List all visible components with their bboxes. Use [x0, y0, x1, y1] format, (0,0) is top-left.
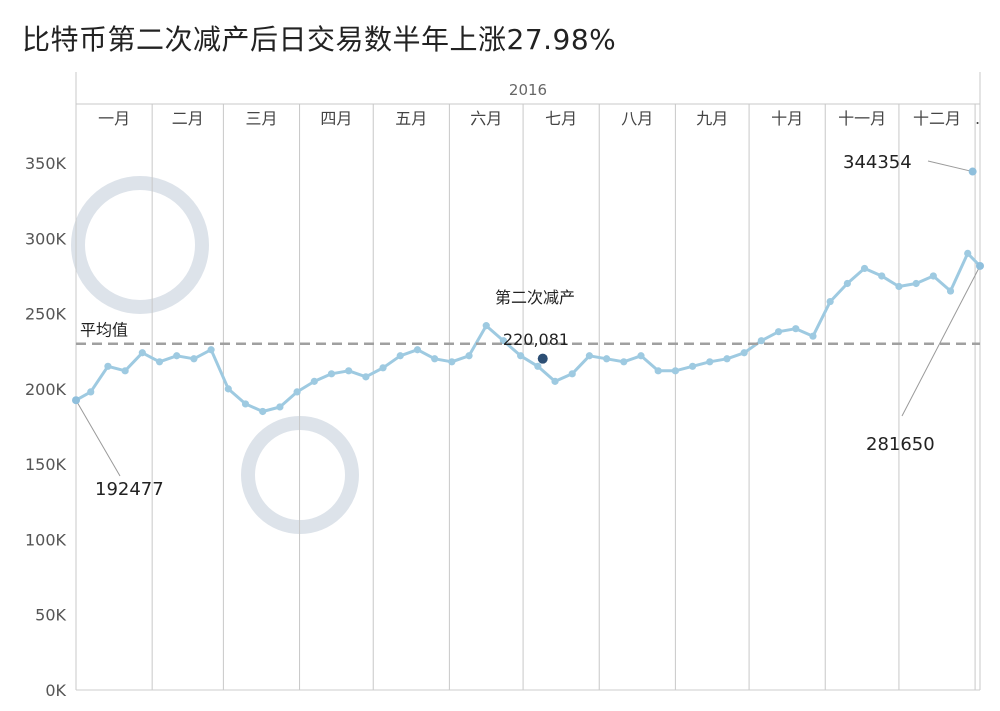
annotation-leader — [75, 399, 121, 477]
data-point — [207, 346, 215, 354]
data-point — [224, 385, 232, 393]
data-point — [826, 297, 834, 306]
data-point — [293, 388, 301, 396]
data-point — [241, 400, 250, 408]
data-point — [259, 407, 267, 416]
y-tick-label: 250K — [25, 305, 67, 324]
annotation-label: 344354 — [843, 152, 912, 173]
data-point — [809, 332, 817, 340]
y-tick-label: 0K — [45, 681, 66, 700]
month-grid — [75, 72, 981, 691]
halving-value-label: 220,081 — [503, 330, 569, 349]
series-layer — [72, 249, 984, 416]
data-point — [620, 358, 628, 366]
month-label: 七月 — [545, 109, 577, 128]
month-label: 八月 — [621, 109, 653, 128]
data-point — [551, 377, 559, 385]
annotation-leader — [927, 160, 973, 173]
month-label: 六月 — [470, 109, 502, 128]
data-point — [87, 388, 95, 396]
annotation-label: 192477 — [95, 479, 164, 500]
month-label: 二月 — [172, 109, 204, 128]
data-point — [671, 367, 679, 375]
data-point — [517, 352, 525, 360]
data-point — [688, 362, 697, 370]
data-point — [740, 349, 748, 357]
data-point — [706, 358, 714, 366]
annotation-point — [976, 261, 984, 270]
annotation-leader — [901, 265, 981, 417]
data-point — [895, 282, 903, 291]
data-point — [757, 337, 765, 345]
data-point — [276, 403, 284, 411]
data-point — [121, 367, 129, 375]
data-point — [190, 355, 198, 363]
data-point — [534, 362, 542, 370]
month-label: 三月 — [245, 109, 277, 128]
year-label: 2016 — [509, 81, 547, 99]
data-point — [310, 377, 318, 385]
data-point — [413, 346, 422, 354]
month-label: 九月 — [696, 109, 728, 128]
data-point — [104, 362, 112, 370]
y-tick-label: 300K — [25, 229, 67, 248]
data-point — [603, 355, 611, 363]
data-point — [654, 367, 662, 375]
series-line — [75, 251, 982, 413]
data-point — [723, 355, 731, 363]
data-point — [362, 373, 370, 381]
chart-title: 比特币第二次减产后日交易数半年上涨27.98% — [22, 23, 617, 56]
y-tick-label: 200K — [25, 380, 67, 399]
data-point — [465, 352, 473, 360]
month-label: . — [975, 109, 980, 128]
data-point — [792, 325, 800, 333]
data-point — [843, 279, 851, 288]
data-point — [878, 272, 886, 280]
y-tick-label: 100K — [25, 530, 67, 549]
data-point — [568, 370, 576, 378]
month-label: 十一月 — [838, 109, 886, 128]
month-label: 十月 — [771, 109, 803, 128]
data-point — [774, 328, 783, 336]
annotation-layer: 平均值 第二次减产 220,081 192477 344354 281650 — [72, 152, 984, 500]
data-point — [448, 358, 456, 366]
annotation-label: 281650 — [866, 434, 935, 455]
data-point — [173, 352, 181, 360]
data-point — [637, 352, 645, 360]
data-point — [431, 355, 439, 363]
y-tick-label: 50K — [35, 606, 66, 625]
halving-label: 第二次减产 — [495, 288, 575, 307]
data-point — [585, 352, 594, 360]
data-point — [379, 364, 387, 372]
average-label: 平均值 — [80, 321, 128, 340]
y-tick-label: 150K — [25, 455, 67, 474]
month-label: 十二月 — [913, 109, 961, 128]
data-point — [155, 358, 164, 366]
data-point — [912, 279, 920, 288]
data-point — [138, 349, 146, 357]
data-point — [860, 264, 869, 273]
data-point — [482, 322, 490, 330]
month-label: 一月 — [98, 109, 130, 128]
y-axis: 0K 50K 100K 150K 200K 250K 300K 350K — [25, 154, 67, 700]
watermark-logo-icon — [71, 176, 209, 314]
data-point — [396, 352, 404, 360]
halving-marker — [537, 353, 548, 364]
month-label: 四月 — [320, 109, 352, 128]
annotation-point — [968, 167, 977, 176]
y-tick-label: 350K — [25, 154, 67, 173]
annotation-point — [72, 396, 80, 405]
data-point — [964, 249, 972, 257]
x-axis: 2016 一月 二月 三月 四月 五月 六月 七月 八月 九月 十月 十一月 十二月. — [98, 81, 980, 128]
month-label: 五月 — [395, 109, 427, 128]
data-point — [345, 367, 353, 375]
data-point — [946, 287, 955, 295]
data-point — [327, 370, 336, 378]
data-point — [929, 272, 937, 280]
